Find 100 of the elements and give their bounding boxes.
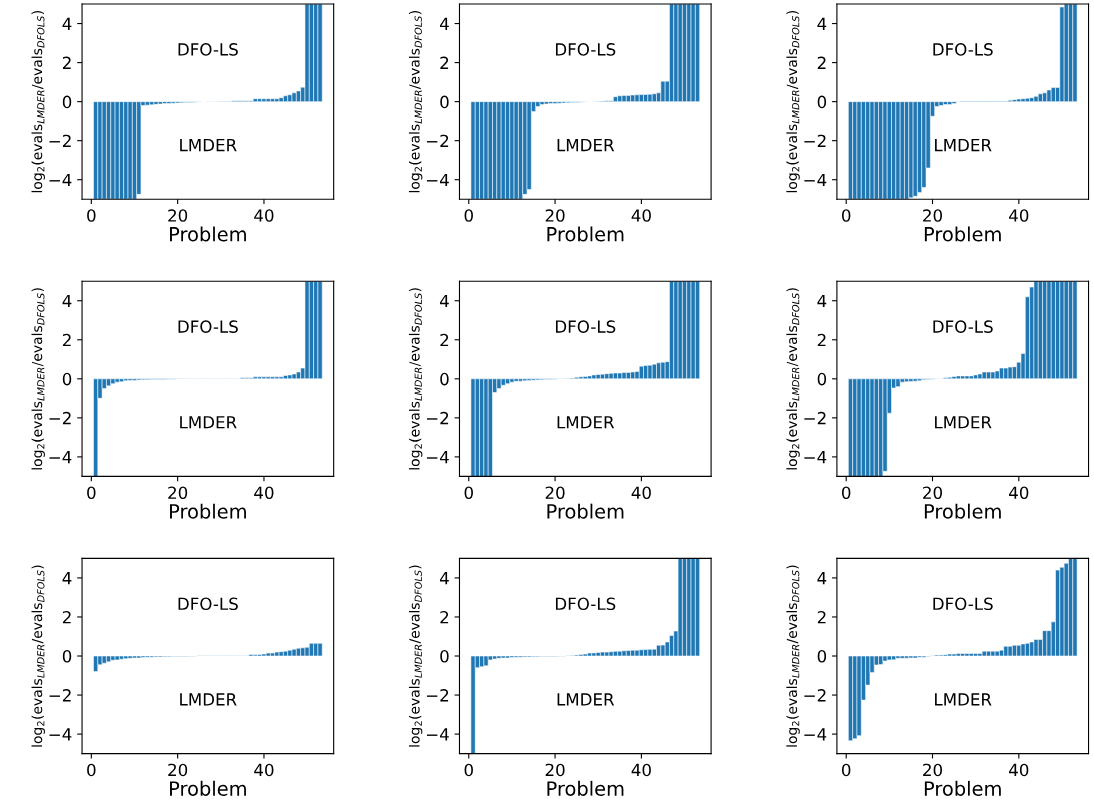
x-axis-title: Problem — [924, 780, 1001, 796]
annotation: LMDER — [557, 693, 615, 706]
annotation: LMDER — [557, 416, 615, 429]
y-tick-label: −4 — [804, 173, 827, 187]
x-tick-label: 0 — [841, 763, 851, 777]
y-tick-label: −2 — [426, 134, 449, 147]
x-tick-label: 20 — [168, 763, 188, 777]
y-tick-label: −4 — [426, 728, 449, 741]
x-tick-label: 20 — [923, 209, 943, 222]
x-tick-label: 0 — [87, 209, 96, 222]
y-tick-label: −4 — [426, 451, 449, 464]
x-tick-label: 40 — [254, 209, 274, 222]
y-tick-label: 2 — [440, 333, 449, 347]
y-tick-label: 4 — [817, 294, 827, 308]
y-tick-label: 4 — [62, 294, 72, 308]
y-axis-title: log$_{2}$(evals$_{LMDER}$/evals$_{DFOLS}$) — [408, 565, 423, 747]
y-tick-label: 2 — [817, 610, 826, 624]
y-axis-title: log$_{2}$(evals$_{LMDER}$/evals$_{DFOLS}$) — [31, 288, 45, 470]
x-axis-title: Problem — [170, 503, 246, 519]
x-tick-label: 0 — [87, 486, 96, 500]
y-tick-label: 4 — [439, 294, 449, 308]
y-tick-label: 4 — [817, 17, 827, 30]
x-tick-label: 0 — [464, 763, 473, 777]
y-tick-label: −2 — [49, 411, 71, 425]
y-tick-label: −2 — [426, 411, 449, 425]
y-axis-title: log$_{2}$(evals$_{LMDER}$/evals$_{DFOLS}$) — [786, 288, 800, 470]
x-tick-label: 0 — [841, 209, 851, 222]
x-tick-label: 40 — [254, 486, 274, 500]
y-tick-label: −2 — [804, 411, 826, 425]
annotation: LMDER — [557, 138, 615, 152]
annotation: LMDER — [180, 416, 237, 429]
y-tick-label: 4 — [439, 572, 449, 585]
x-tick-label: 20 — [545, 763, 565, 777]
x-tick-label: 40 — [1009, 486, 1029, 500]
y-tick-label: 4 — [62, 17, 72, 30]
y-tick-label: 4 — [439, 17, 449, 30]
annotation: DFO-LS — [178, 597, 238, 611]
y-tick-label: 0 — [440, 95, 449, 109]
x-tick-label: 20 — [545, 486, 565, 500]
y-axis-title: log$_{2}$(evals$_{LMDER}$/evals$_{DFOLS}$) — [408, 11, 423, 193]
y-tick-label: 2 — [62, 610, 71, 624]
y-axis-title: log$_{2}$(evals$_{LMDER}$/evals$_{DFOLS}$) — [31, 11, 45, 193]
y-tick-label: 0 — [62, 649, 72, 663]
y-tick-label: 0 — [62, 95, 72, 109]
x-axis-title: Problem — [924, 503, 1001, 519]
y-tick-label: −2 — [804, 689, 826, 702]
annotation: DFO-LS — [933, 320, 993, 333]
annotation: LMDER — [935, 416, 992, 429]
y-tick-label: −2 — [804, 134, 826, 147]
y-tick-label: 0 — [817, 649, 827, 663]
y-tick-label: 2 — [62, 333, 71, 347]
y-tick-label: 4 — [817, 572, 827, 585]
x-tick-label: 20 — [923, 763, 943, 777]
x-axis-title: Problem — [547, 503, 624, 519]
annotation: DFO-LS — [178, 320, 238, 333]
annotation: DFO-LS — [178, 43, 238, 56]
x-axis-title: Problem — [547, 780, 624, 796]
y-tick-label: −4 — [49, 728, 72, 741]
y-tick-label: −4 — [804, 451, 827, 464]
annotation: DFO-LS — [555, 43, 616, 56]
y-tick-label: −2 — [49, 689, 71, 702]
annotation: DFO-LS — [555, 597, 616, 611]
x-axis-title: Problem — [547, 226, 624, 242]
x-tick-label: 20 — [545, 209, 565, 222]
y-tick-label: 2 — [440, 610, 449, 624]
y-tick-label: −4 — [49, 451, 72, 464]
annotation: DFO-LS — [555, 320, 616, 333]
y-tick-label: 0 — [440, 649, 449, 663]
y-tick-label: −4 — [49, 173, 72, 187]
y-tick-label: 4 — [62, 572, 72, 585]
x-tick-label: 40 — [631, 209, 651, 222]
x-tick-label: 20 — [168, 209, 188, 222]
y-tick-label: 0 — [817, 95, 827, 109]
x-tick-label: 0 — [464, 209, 473, 222]
y-tick-label: 0 — [62, 372, 72, 386]
y-tick-label: 2 — [440, 56, 449, 69]
x-tick-label: 0 — [841, 486, 851, 500]
x-tick-label: 0 — [87, 763, 96, 777]
y-tick-label: −4 — [426, 173, 449, 187]
y-tick-label: 2 — [817, 56, 826, 69]
x-axis-title: Problem — [924, 226, 1001, 242]
x-axis-title: Problem — [170, 780, 246, 796]
x-tick-label: 40 — [1009, 209, 1029, 222]
y-axis-title: log$_{2}$(evals$_{LMDER}$/evals$_{DFOLS}$) — [786, 565, 800, 747]
y-tick-label: 0 — [817, 372, 827, 386]
y-axis-title: log$_{2}$(evals$_{LMDER}$/evals$_{DFOLS}$) — [408, 288, 423, 470]
annotation: DFO-LS — [933, 597, 993, 611]
x-tick-label: 40 — [254, 763, 274, 777]
y-axis-title: log$_{2}$(evals$_{LMDER}$/evals$_{DFOLS}$) — [786, 11, 800, 193]
x-axis-title: Problem — [170, 226, 246, 242]
annotation: LMDER — [935, 138, 992, 152]
x-tick-label: 0 — [464, 486, 473, 500]
y-tick-label: −2 — [426, 689, 449, 702]
x-tick-label: 40 — [631, 763, 651, 777]
annotation: LMDER — [180, 138, 237, 152]
y-tick-label: 0 — [440, 372, 449, 386]
y-axis-title: log$_{2}$(evals$_{LMDER}$/evals$_{DFOLS}$) — [31, 565, 45, 747]
y-tick-label: −4 — [804, 728, 827, 741]
annotation: LMDER — [935, 693, 992, 706]
y-tick-label: 2 — [62, 56, 71, 69]
